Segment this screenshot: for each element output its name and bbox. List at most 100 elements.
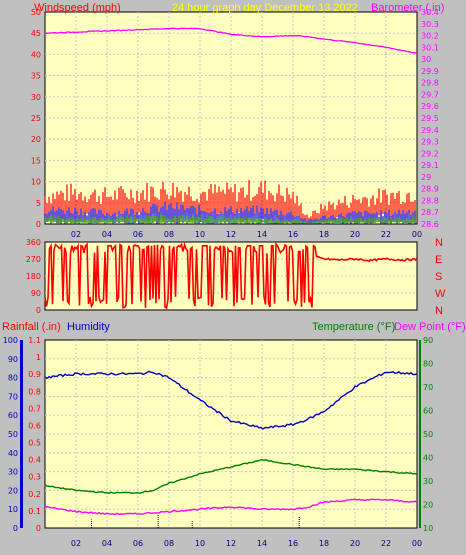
barometer-title: Barometer (.in)	[371, 2, 444, 14]
x-axis-tick: 10	[195, 539, 205, 548]
x-axis-tick: 20	[350, 230, 360, 239]
x-axis-tick: 02	[71, 230, 81, 239]
x-axis-tick: 18	[319, 230, 329, 239]
compass-label: N	[435, 305, 443, 317]
direction-axis-tick: 270	[26, 255, 41, 264]
wind-axis-tick: 15	[31, 156, 41, 165]
barometer-axis-tick: 29.5	[421, 114, 439, 123]
wind-axis-tick: 35	[31, 72, 41, 81]
rain-axis-tick: 0.1	[28, 507, 41, 516]
humidity-axis-tick: 20	[8, 486, 18, 495]
x-axis-tick: 14	[257, 539, 267, 548]
temperature-axis-tick: 70	[423, 383, 433, 392]
x-axis-tick: 08	[164, 230, 174, 239]
x-axis-tick: 20	[350, 539, 360, 548]
barometer-axis-tick: 30.2	[421, 32, 439, 41]
temperature-axis-tick: 30	[423, 477, 433, 486]
x-axis-tick: 00	[412, 539, 422, 548]
wind-axis-tick: 25	[31, 114, 41, 123]
direction-axis-tick: 90	[31, 289, 41, 298]
x-axis-tick: 22	[381, 230, 391, 239]
wind-axis-tick: 0	[36, 220, 41, 229]
temperature-title: Temperature (°F)	[312, 321, 395, 333]
humidity-axis-tick: 100	[3, 336, 18, 345]
barometer-axis-tick: 28.7	[421, 208, 439, 217]
barometer-axis-tick: 28.6	[421, 220, 439, 229]
humidity-axis-bar	[20, 340, 23, 528]
humidity-axis-tick: 30	[8, 468, 18, 477]
axis-labels: 0510152025303540455028.628.728.828.92929…	[3, 8, 446, 548]
direction-axis-tick: 180	[26, 272, 41, 281]
compass-label: E	[435, 254, 442, 266]
temperature-axis-tick: 40	[423, 454, 433, 463]
temperature-line	[44, 458, 418, 495]
rainfall-title: Rainfall (.in)	[2, 321, 61, 333]
barometer-axis-tick: 29.6	[421, 102, 439, 111]
barometer-axis-tick: 30.1	[421, 43, 439, 52]
humidity-axis-tick: 80	[8, 374, 18, 383]
x-axis-tick: 12	[226, 539, 236, 548]
barometer-axis-tick: 30	[421, 55, 431, 64]
x-axis-tick: 16	[288, 230, 298, 239]
wind-axis-tick: 20	[31, 135, 41, 144]
x-axis-tick: 02	[71, 539, 81, 548]
rain-axis-tick: 1	[36, 353, 41, 362]
rain-axis-tick: 1.1	[28, 336, 41, 345]
wind-title: Windspeed (mph)	[34, 2, 121, 14]
temperature-axis-tick: 60	[423, 407, 433, 416]
barometer-axis-tick: 28.8	[421, 196, 439, 205]
wind-axis-tick: 40	[31, 50, 41, 59]
rain-axis-tick: 0.5	[28, 439, 41, 448]
barometer-axis-tick: 28.9	[421, 185, 439, 194]
humidity-axis-tick: 50	[8, 430, 18, 439]
x-axis-tick: 08	[164, 539, 174, 548]
compass-label: N	[435, 237, 443, 249]
x-axis-tick: 14	[257, 230, 267, 239]
dewpoint-title: Dew Point (°F)	[394, 321, 466, 333]
barometer-axis-tick: 29.2	[421, 149, 439, 158]
x-axis-tick: 16	[288, 539, 298, 548]
barometer-axis-tick: 29.3	[421, 138, 439, 147]
wind-axis-tick: 50	[31, 8, 41, 17]
wind-axis-tick: 30	[31, 93, 41, 102]
temperature-axis-tick: 10	[423, 524, 433, 533]
barometer-axis-tick: 29.4	[421, 126, 439, 135]
direction-axis-tick: 0	[36, 306, 41, 315]
rain-axis-tick: 0.6	[28, 421, 41, 430]
rain-axis-tick: 0.3	[28, 473, 41, 482]
temperature-axis-tick: 50	[423, 430, 433, 439]
compass-label: S	[435, 271, 442, 283]
wind-direction-line	[44, 241, 418, 310]
x-axis-tick: 12	[226, 230, 236, 239]
x-axis-tick: 06	[133, 539, 143, 548]
humidity-grid	[45, 340, 417, 528]
x-axis-tick: 06	[133, 230, 143, 239]
dewpoint-line	[44, 498, 418, 516]
humidity-title: Humidity	[67, 321, 110, 333]
humidity-axis-tick: 0	[13, 524, 18, 533]
barometer-axis-tick: 29.9	[421, 67, 439, 76]
temperature-axis-tick: 20	[423, 501, 433, 510]
direction-axis-tick: 360	[26, 238, 41, 247]
humidity-axis-tick: 10	[8, 505, 18, 514]
humidity-axis-tick: 70	[8, 392, 18, 401]
rain-axis-tick: 0.4	[28, 456, 41, 465]
x-axis-tick: 10	[195, 230, 205, 239]
humidity-line	[44, 370, 418, 430]
humidity-axis-tick: 90	[8, 355, 18, 364]
barometer-axis-tick: 29.8	[421, 79, 439, 88]
rain-axis-tick: 0.7	[28, 404, 41, 413]
barometer-axis-tick: 29	[421, 173, 431, 182]
humidity-axis-tick: 40	[8, 449, 18, 458]
compass-label: W	[435, 288, 446, 300]
x-axis-tick: 22	[381, 539, 391, 548]
rain-axis-tick: 0.2	[28, 490, 41, 499]
x-axis-tick: 04	[102, 230, 112, 239]
barometer-axis-tick: 29.1	[421, 161, 439, 170]
x-axis-tick: 18	[319, 539, 329, 548]
humidity-axis-tick: 60	[8, 411, 18, 420]
barometer-axis-tick: 29.7	[421, 90, 439, 99]
wind-axis-tick: 10	[31, 178, 41, 187]
wind-axis-tick: 45	[31, 29, 41, 38]
